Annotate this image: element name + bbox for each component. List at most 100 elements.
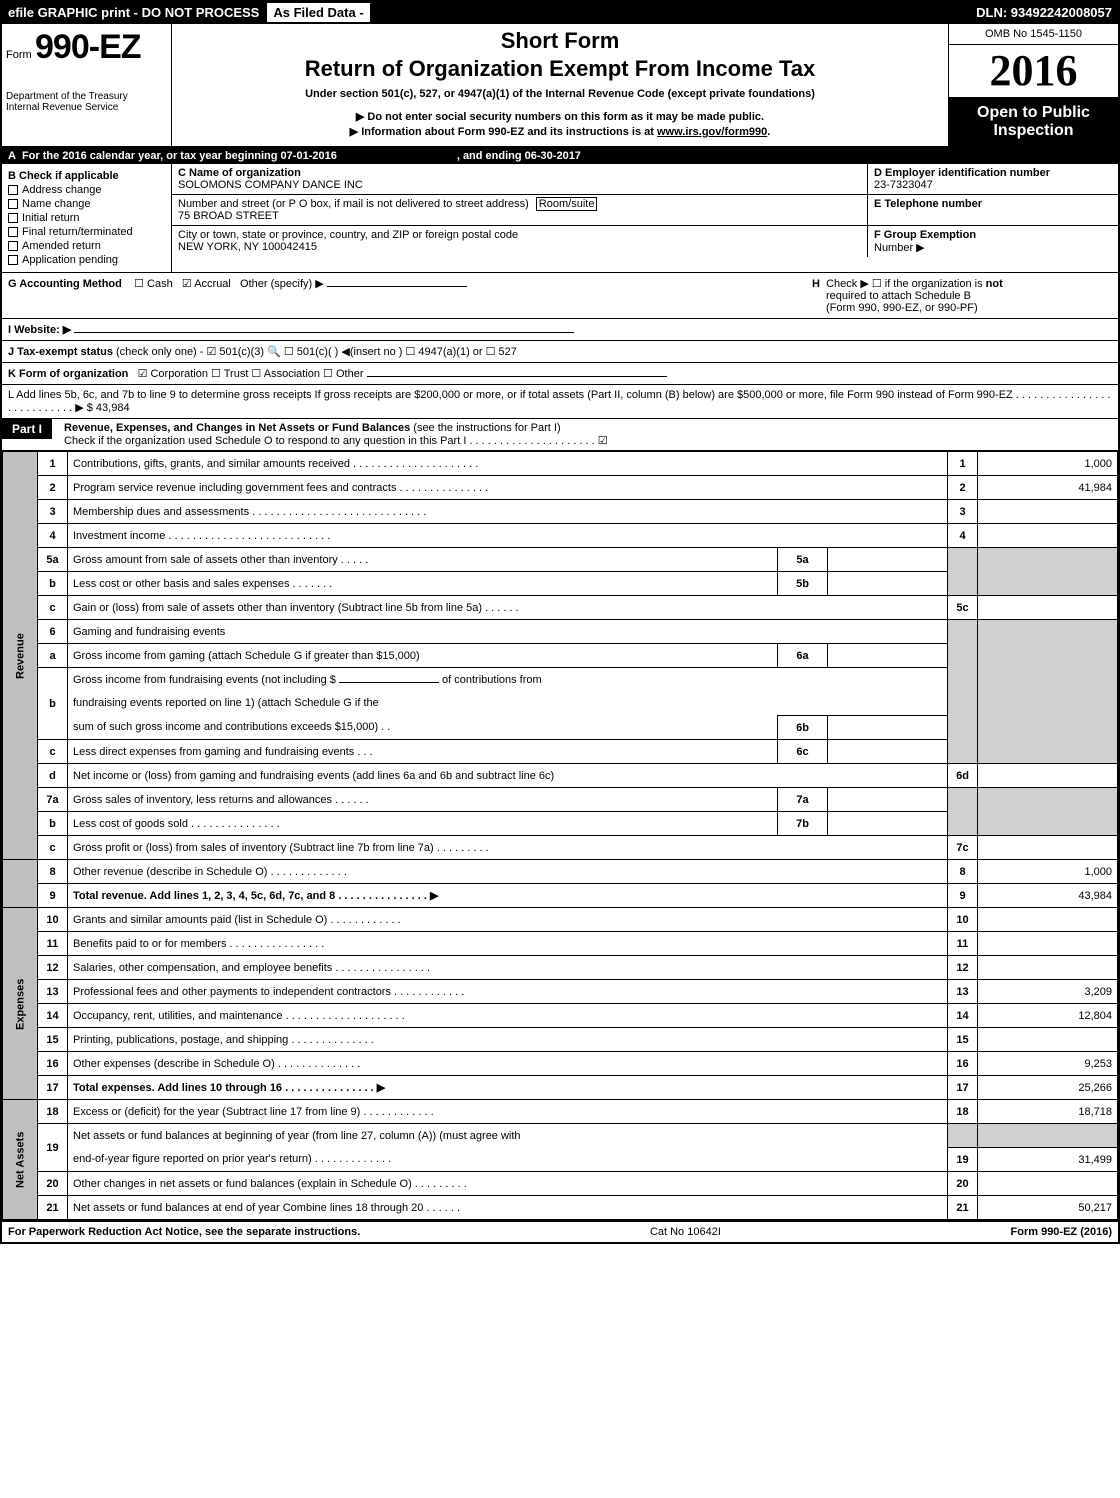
line-18: Net Assets 18 Excess or (deficit) for th… [3, 1100, 1118, 1124]
line-5c: c Gain or (loss) from sale of assets oth… [3, 596, 1118, 620]
topbar-left: efile GRAPHIC print - DO NOT PROCESS [2, 3, 265, 22]
chk-final[interactable]: Final return/terminated [8, 226, 165, 238]
footer: For Paperwork Reduction Act Notice, see … [2, 1220, 1118, 1242]
row-g: G Accounting Method ☐ Cash ☑ Accrual Oth… [2, 273, 1118, 319]
line-19a: 19 Net assets or fund balances at beginn… [3, 1124, 1118, 1148]
i-label: I Website: ▶ [8, 324, 71, 336]
row-k: K Form of organization ☑ Corporation ☐ T… [2, 363, 1118, 385]
k-text: ☑ Corporation ☐ Trust ☐ Association ☐ Ot… [138, 368, 364, 380]
line-1: Revenue 1 Contributions, gifts, grants, … [3, 452, 1118, 476]
header-mid: Short Form Return of Organization Exempt… [172, 24, 948, 146]
line-21: 21 Net assets or fund balances at end of… [3, 1196, 1118, 1220]
header-left: Form 990-EZ Department of the Treasury I… [2, 24, 172, 146]
chk-pending[interactable]: Application pending [8, 254, 165, 266]
g-left: G Accounting Method ☐ Cash ☑ Accrual Oth… [8, 277, 812, 314]
part1-title: Revenue, Expenses, and Changes in Net As… [64, 422, 410, 434]
tax-year: 2016 [949, 45, 1118, 98]
chk-name[interactable]: Name change [8, 198, 165, 210]
short-form-title: Short Form [182, 28, 938, 54]
g-label: G Accounting Method [8, 278, 122, 290]
footer-left: For Paperwork Reduction Act Notice, see … [8, 1226, 360, 1238]
g-other: Other (specify) ▶ [240, 278, 324, 290]
footer-right: Form 990-EZ (2016) [1011, 1226, 1112, 1238]
part1-suffix: (see the instructions for Part I) [413, 422, 560, 434]
f-group-cell: F Group Exemption Number ▶ [868, 226, 1118, 257]
line-5a: 5a Gross amount from sale of assets othe… [3, 548, 1118, 572]
g-accrual: Accrual [194, 278, 231, 290]
row-a-text1: For the 2016 calendar year, or tax year … [22, 150, 337, 162]
omb-number: OMB No 1545-1150 [949, 24, 1118, 45]
open-public-2: Inspection [951, 122, 1116, 140]
row-i: I Website: ▶ [2, 319, 1118, 341]
header-row: Form 990-EZ Department of the Treasury I… [2, 24, 1118, 148]
c-street-cell: Number and street (or P O box, if mail i… [172, 195, 868, 225]
subtitle: Under section 501(c), 527, or 4947(a)(1)… [182, 88, 938, 100]
dept-irs: Internal Revenue Service [6, 102, 167, 113]
instr-2-prefix: ▶ Information about Form 990-EZ and its … [350, 126, 657, 138]
header-right: OMB No 1545-1150 2016 Open to Public Ins… [948, 24, 1118, 146]
part1-body: Revenue, Expenses, and Changes in Net As… [60, 419, 1118, 450]
section-b-title: B Check if applicable [8, 170, 165, 182]
line-15: 15 Printing, publications, postage, and … [3, 1028, 1118, 1052]
line-19b: end-of-year figure reported on prior yea… [3, 1148, 1118, 1172]
f-label: F Group Exemption [874, 229, 1112, 241]
row-a: A For the 2016 calendar year, or tax yea… [2, 148, 1118, 164]
line-17: 17 Total expenses. Add lines 10 through … [3, 1076, 1118, 1100]
h-text3: (Form 990, 990-EZ, or 990-PF) [812, 302, 1112, 314]
ein-value: 23-7323047 [874, 179, 1112, 191]
revenue-label: Revenue [3, 452, 38, 860]
line-11: 11 Benefits paid to or for members . . .… [3, 932, 1118, 956]
topbar-dln: DLN: 93492242008057 [970, 3, 1118, 22]
g-cash: Cash [147, 278, 173, 290]
top-bar: efile GRAPHIC print - DO NOT PROCESS As … [2, 2, 1118, 24]
line-3: 3 Membership dues and assessments . . . … [3, 500, 1118, 524]
c-city-cell: City or town, state or province, country… [172, 226, 868, 257]
dept-treasury: Department of the Treasury [6, 91, 167, 102]
c-label: C Name of organization [178, 167, 861, 179]
row-l: L Add lines 5b, 6c, and 7b to line 9 to … [2, 385, 1118, 419]
footer-mid: Cat No 10642I [650, 1226, 721, 1238]
netassets-label: Net Assets [3, 1100, 38, 1220]
e-label: E Telephone number [874, 198, 1112, 210]
f-label2: Number ▶ [874, 241, 1112, 254]
org-name: SOLOMONS COMPANY DANCE INC [178, 179, 861, 191]
bcd-block: B Check if applicable Address change Nam… [2, 164, 1118, 273]
city-value: NEW YORK, NY 100042415 [178, 241, 861, 253]
instr-2: ▶ Information about Form 990-EZ and its … [182, 125, 938, 138]
c-name-cell: C Name of organization SOLOMONS COMPANY … [172, 164, 868, 194]
d-ein-cell: D Employer identification number 23-7323… [868, 164, 1118, 194]
room-label: Room/suite [536, 197, 598, 211]
chk-amended[interactable]: Amended return [8, 240, 165, 252]
open-public-badge: Open to Public Inspection [949, 98, 1118, 146]
part1-tab: Part I [2, 419, 52, 439]
main-title: Return of Organization Exempt From Incom… [182, 56, 938, 82]
line-7a: 7a Gross sales of inventory, less return… [3, 788, 1118, 812]
expenses-label: Expenses [3, 908, 38, 1100]
line-8: 8 Other revenue (describe in Schedule O)… [3, 860, 1118, 884]
line-7c: c Gross profit or (loss) from sales of i… [3, 836, 1118, 860]
h-not: not [986, 278, 1003, 290]
section-cd: C Name of organization SOLOMONS COMPANY … [172, 164, 1118, 272]
form-prefix: Form [6, 49, 32, 61]
e-phone-cell: E Telephone number [868, 195, 1118, 225]
l-text: L Add lines 5b, 6c, and 7b to line 9 to … [8, 389, 1111, 414]
d-label: D Employer identification number [874, 167, 1112, 179]
j-label: J Tax-exempt status [8, 346, 113, 358]
row-j: J Tax-exempt status (check only one) - ☑… [2, 341, 1118, 363]
line-13: 13 Professional fees and other payments … [3, 980, 1118, 1004]
k-label: K Form of organization [8, 368, 128, 380]
row-a-text2: , and ending 06-30-2017 [457, 150, 581, 162]
line-2: 2 Program service revenue including gove… [3, 476, 1118, 500]
line-10: Expenses 10 Grants and similar amounts p… [3, 908, 1118, 932]
h-text1: Check ▶ ☐ if the organization is [826, 278, 986, 290]
main-table: Revenue 1 Contributions, gifts, grants, … [2, 451, 1118, 1220]
instr-2-link[interactable]: www.irs.gov/form990 [657, 126, 767, 138]
line-14: 14 Occupancy, rent, utilities, and maint… [3, 1004, 1118, 1028]
part1-check: Check if the organization used Schedule … [64, 434, 1114, 447]
part1-header: Part I Revenue, Expenses, and Changes in… [2, 419, 1118, 451]
row-a-prefix: A [8, 150, 16, 162]
form-code: 990-EZ [35, 28, 141, 66]
chk-address[interactable]: Address change [8, 184, 165, 196]
form-page: efile GRAPHIC print - DO NOT PROCESS As … [0, 0, 1120, 1244]
chk-initial[interactable]: Initial return [8, 212, 165, 224]
